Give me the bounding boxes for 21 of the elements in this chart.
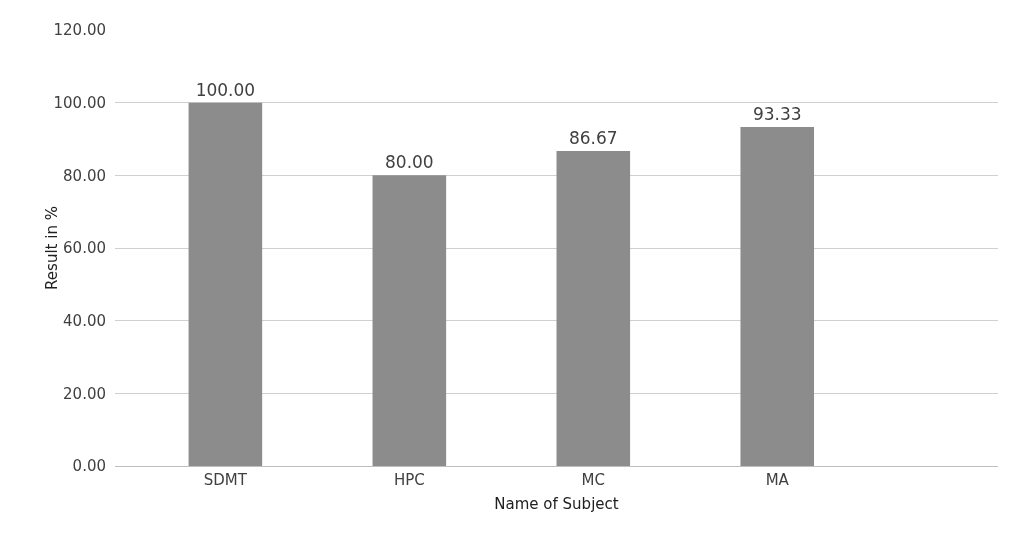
- data-label: 80.00: [385, 152, 434, 173]
- x-tick-label: MC: [581, 471, 605, 489]
- x-tick-label: SDMT: [203, 471, 248, 489]
- y-tick-label: 100.00: [53, 93, 106, 112]
- y-tick-label: 120.00: [53, 21, 106, 40]
- y-tick-label: 0.00: [72, 457, 106, 476]
- y-tick-label: 60.00: [63, 239, 106, 258]
- bar: [188, 102, 263, 466]
- data-label: 86.67: [568, 128, 618, 149]
- x-tick-label: HPC: [393, 471, 425, 489]
- x-tick-label: MA: [765, 471, 790, 489]
- y-axis-title: Result in %: [43, 206, 62, 290]
- y-tick-label: 80.00: [63, 166, 106, 185]
- data-label: 93.33: [752, 103, 802, 124]
- y-tick-label: 40.00: [63, 311, 106, 330]
- x-axis-title: Name of Subject: [494, 495, 619, 513]
- y-tick-label: 20.00: [63, 384, 106, 403]
- data-label: 100.00: [195, 79, 256, 100]
- bar: [556, 151, 631, 466]
- bar: [372, 175, 447, 466]
- bar: [740, 126, 815, 466]
